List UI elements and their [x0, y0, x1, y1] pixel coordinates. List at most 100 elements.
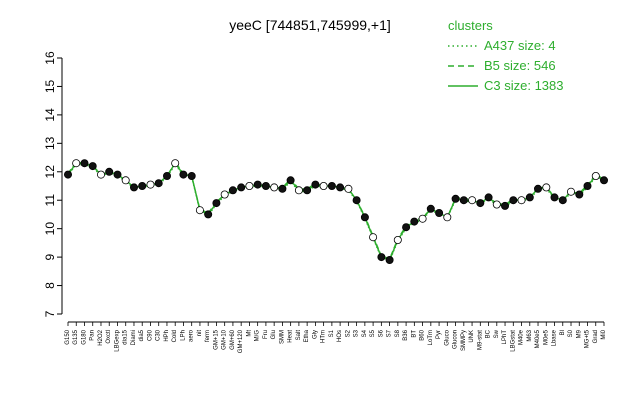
data-point: [534, 184, 543, 193]
x-tick-label: M63: [527, 329, 533, 341]
x-tick-label: S1: [329, 329, 335, 337]
legend-title: clusters: [448, 18, 493, 33]
x-tick-label: HPh: [164, 330, 170, 342]
x-tick-label: H2O2: [98, 329, 104, 345]
data-point: [418, 214, 427, 223]
x-tick-label: LoTm: [428, 330, 434, 345]
x-tick-label: Pan: [90, 330, 96, 341]
x-tick-label: Fru: [263, 330, 269, 339]
x-tick-label: M/G: [255, 330, 261, 342]
data-point: [294, 186, 303, 195]
x-tick-label: HOs: [337, 330, 343, 342]
x-tick-label: BT: [411, 330, 417, 338]
x-tick-label: LPh: [180, 330, 186, 341]
legend-label-c3: C3 size: 1383: [484, 78, 564, 93]
data-point: [195, 206, 204, 215]
data-point: [88, 162, 97, 171]
x-tick-label: S2: [345, 329, 351, 337]
data-point: [286, 176, 295, 185]
x-tick-label: M40e: [519, 329, 525, 345]
y-tick-label: 16: [43, 51, 57, 65]
data-point: [261, 181, 270, 190]
x-tick-label: Glu: [271, 330, 277, 339]
x-tick-label: aero: [189, 329, 195, 342]
legend: clusters A437 size: 4 B5 size: 546 C3 si…: [448, 18, 564, 93]
series-lines: [67, 160, 605, 263]
data-point: [500, 201, 509, 210]
data-point: [393, 235, 402, 244]
x-tick-label: LBGexp: [114, 329, 120, 351]
x-tick-label: G150: [65, 329, 71, 344]
data-point: [319, 181, 328, 190]
x-tick-label: Heat: [288, 330, 294, 343]
data-point: [105, 167, 114, 176]
y-tick-label: 15: [43, 79, 57, 93]
data-point: [377, 253, 386, 262]
x-tick-label: C90: [147, 329, 153, 341]
data-point: [154, 179, 163, 188]
x-tick-label: Gluco: [444, 329, 450, 345]
x-tick-label: MG+t5: [585, 329, 591, 348]
x-tick-label: S3: [354, 329, 360, 337]
x-tick-label: SMM: [279, 330, 285, 344]
data-point: [525, 193, 534, 202]
x-tick-label: M9: [576, 329, 582, 338]
data-point: [402, 223, 411, 232]
data-point: [138, 181, 147, 190]
x-tick-label: S0: [568, 329, 574, 337]
data-point: [451, 194, 460, 203]
data-point: [575, 190, 584, 199]
x-tick-label: GM+15: [213, 329, 219, 350]
x-axis: G150 G135 G180 Pan H2O2 Oxctl LBGexp dia15 Diami…: [65, 321, 607, 353]
x-tick-label: B36: [403, 329, 409, 340]
x-tick-label: Sw: [494, 329, 500, 338]
data-point: [162, 171, 171, 180]
data-point: [459, 196, 468, 205]
y-axis: 7 8 9 10 11 12 13 14 15 16: [43, 51, 63, 317]
data-point: [97, 170, 106, 179]
data-point: [476, 199, 485, 208]
data-point: [171, 159, 180, 168]
x-tick-label: S5: [370, 329, 376, 337]
x-tick-label: S6: [378, 329, 384, 337]
x-tick-label: Mt: [246, 330, 252, 337]
data-point: [558, 196, 567, 205]
data-point: [443, 213, 452, 222]
x-tick-label: GM+120: [238, 329, 244, 353]
chart-title: yeeC [744851,745999,+1]: [229, 17, 391, 33]
x-tick-label: C30: [156, 329, 162, 341]
data-point: [121, 176, 130, 185]
data-point: [64, 170, 73, 179]
data-point: [410, 217, 419, 226]
data-point: [146, 180, 155, 189]
data-point: [237, 183, 246, 192]
series-line-solid: [67, 161, 605, 261]
data-point: [542, 183, 551, 192]
data-point: [435, 208, 444, 217]
data-point: [80, 159, 89, 168]
data-point: [245, 181, 254, 190]
data-point: [311, 180, 320, 189]
data-point: [600, 176, 609, 185]
y-tick-label: 11: [43, 194, 57, 207]
data-point: [129, 183, 138, 192]
data-point: [204, 210, 213, 219]
data-point: [352, 196, 361, 205]
x-tick-label: UNK: [469, 330, 475, 343]
y-tick-label: 12: [43, 165, 57, 179]
data-point: [179, 170, 188, 179]
x-tick-label: LPhT: [502, 330, 508, 345]
data-point: [360, 213, 369, 222]
x-tick-label: M0e5: [543, 329, 549, 345]
data-point: [336, 183, 345, 192]
data-point: [72, 159, 81, 168]
series-line-dotted: [67, 163, 605, 263]
x-tick-label: Grad: [593, 330, 599, 343]
x-tick-label: HTm: [321, 330, 327, 343]
x-tick-label: G180: [81, 329, 87, 344]
x-tick-label: S8: [395, 329, 401, 337]
x-tick-label: Gly: [312, 330, 318, 339]
x-tick-label: Etha: [304, 329, 310, 342]
data-point: [344, 184, 353, 193]
